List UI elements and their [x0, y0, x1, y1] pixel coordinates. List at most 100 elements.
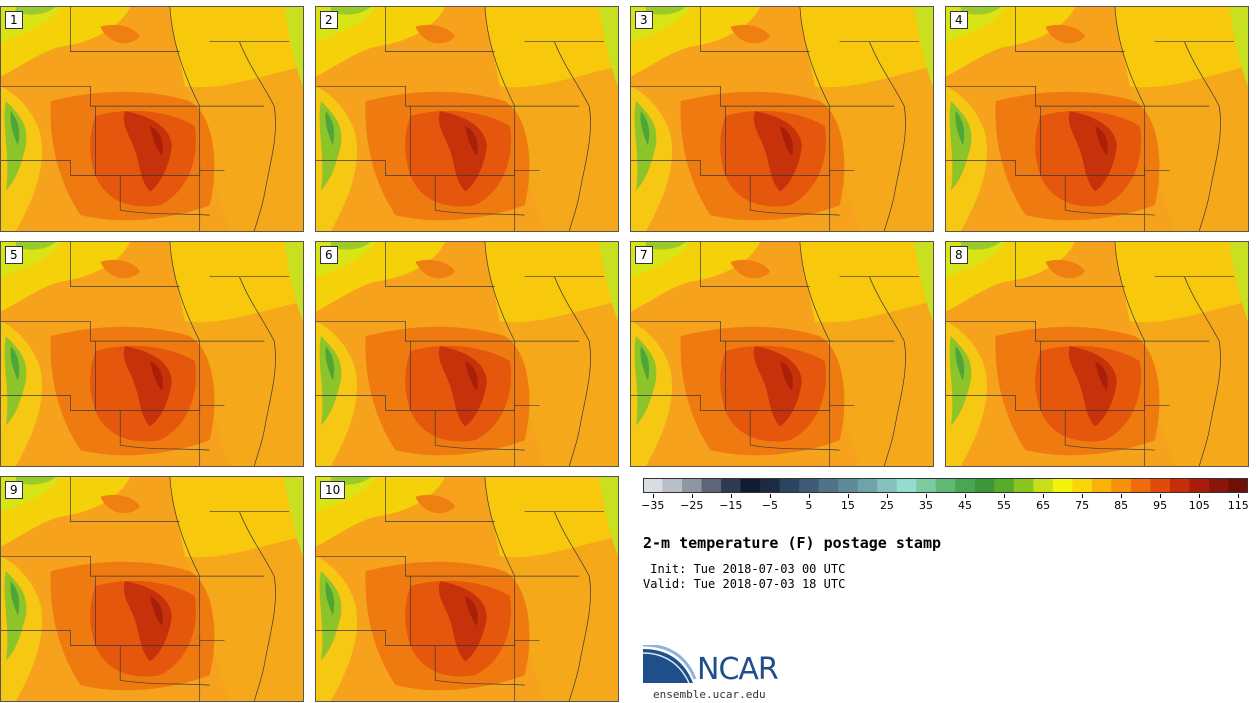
colorbar-swatch — [1091, 478, 1112, 493]
colorbar-swatch — [994, 478, 1015, 493]
colorbar-swatch — [1013, 478, 1034, 493]
stamp-2: 2 — [315, 6, 619, 232]
member-number: 4 — [950, 11, 968, 29]
colorbar-swatch — [935, 478, 956, 493]
logo-text: NCAR — [697, 652, 779, 687]
colorbar-swatch — [974, 478, 995, 493]
temperature-map — [946, 7, 1248, 231]
tick-mark — [730, 494, 732, 498]
colorbar-ticks: −35 −25 −15 −5 5 15 25 35 45 55 65 75 85 95 105 115 — [641, 494, 1249, 514]
stamp-8: 8 — [945, 241, 1249, 467]
colorbar-swatch — [799, 478, 820, 493]
stamp-3: 3 — [630, 6, 934, 232]
tick-label: 25 — [879, 499, 894, 512]
colorbar-swatch — [1033, 478, 1054, 493]
temperature-map — [1, 242, 303, 466]
colorbar-swatch — [916, 478, 937, 493]
tick-label: −35 — [641, 499, 665, 512]
colorbar-swatch — [1052, 478, 1073, 493]
member-number: 2 — [320, 11, 338, 29]
temperature-map — [316, 242, 618, 466]
member-number: 8 — [950, 246, 968, 264]
member-number: 10 — [320, 481, 346, 499]
tick-label: 5 — [805, 499, 813, 512]
colorbar-swatch — [838, 478, 859, 493]
colorbar-border — [643, 478, 1248, 493]
page-title: 2-m temperature (F) postage stamp — [643, 534, 942, 552]
site-url: ensemble.ucar.edu — [653, 688, 766, 701]
stamp-10: 10 — [315, 476, 619, 702]
temperature-map — [316, 477, 618, 701]
stamp-9: 9 — [0, 476, 304, 702]
stamp-7: 7 — [630, 241, 934, 467]
member-number: 6 — [320, 246, 338, 264]
colorbar-swatch — [1130, 478, 1151, 493]
tick-label: −25 — [680, 499, 704, 512]
colorbar-swatch — [1208, 478, 1229, 493]
tick-label: 15 — [840, 499, 855, 512]
tick-mark — [1004, 494, 1006, 498]
tick-mark — [1121, 494, 1123, 498]
tick-mark — [769, 494, 771, 498]
tick-label: 55 — [997, 499, 1012, 512]
colorbar-swatch — [1072, 478, 1093, 493]
member-number: 3 — [635, 11, 653, 29]
tick-label: 95 — [1153, 499, 1168, 512]
tick-mark — [1082, 494, 1084, 498]
ncar-logo-icon — [643, 645, 697, 684]
temperature-map — [1, 7, 303, 231]
temperature-map — [631, 242, 933, 466]
tick-label: 45 — [958, 499, 973, 512]
tick-label: 35 — [918, 499, 933, 512]
tick-mark — [691, 494, 693, 498]
temperature-map — [631, 7, 933, 231]
stamp-4: 4 — [945, 6, 1249, 232]
tick-label: 75 — [1075, 499, 1090, 512]
colorbar-swatch — [1111, 478, 1132, 493]
colorbar-swatch — [877, 478, 898, 493]
colorbar-swatch — [1169, 478, 1190, 493]
colorbar — [643, 478, 1248, 493]
tick-label: 105 — [1188, 499, 1210, 512]
tick-mark — [1238, 494, 1240, 498]
member-number: 7 — [635, 246, 653, 264]
tick-label: −5 — [761, 499, 778, 512]
colorbar-swatch — [896, 478, 917, 493]
tick-mark — [925, 494, 927, 498]
stamp-6: 6 — [315, 241, 619, 467]
tick-mark — [808, 494, 810, 498]
colorbar-swatch — [955, 478, 976, 493]
tick-mark — [886, 494, 888, 498]
temperature-map — [316, 7, 618, 231]
colorbar-swatch — [643, 478, 664, 493]
member-number: 1 — [5, 11, 23, 29]
tick-label: 65 — [1036, 499, 1051, 512]
colorbar-swatch — [818, 478, 839, 493]
tick-mark — [965, 494, 967, 498]
valid-time: Valid: Tue 2018-07-03 18 UTC — [643, 577, 846, 591]
temperature-map — [946, 242, 1248, 466]
tick-mark — [1160, 494, 1162, 498]
stamp-5: 5 — [0, 241, 304, 467]
init-time: Init: Tue 2018-07-03 00 UTC — [643, 562, 846, 576]
member-number: 5 — [5, 246, 23, 264]
tick-label: 115 — [1227, 499, 1249, 512]
colorbar-swatch — [1228, 478, 1248, 493]
tick-mark — [652, 494, 654, 498]
tick-mark — [847, 494, 849, 498]
tick-label: −15 — [719, 499, 743, 512]
colorbar-swatch — [740, 478, 761, 493]
tick-mark — [1199, 494, 1201, 498]
colorbar-swatch — [662, 478, 683, 493]
temperature-map — [1, 477, 303, 701]
stamp-1: 1 — [0, 6, 304, 232]
colorbar-swatch — [1150, 478, 1171, 493]
tick-mark — [1043, 494, 1045, 498]
colorbar-swatch — [1189, 478, 1210, 493]
tick-label: 85 — [1114, 499, 1129, 512]
colorbar-swatch — [779, 478, 800, 493]
colorbar-swatch — [857, 478, 878, 493]
colorbar-swatch — [682, 478, 703, 493]
colorbar-swatch — [701, 478, 722, 493]
member-number: 9 — [5, 481, 23, 499]
